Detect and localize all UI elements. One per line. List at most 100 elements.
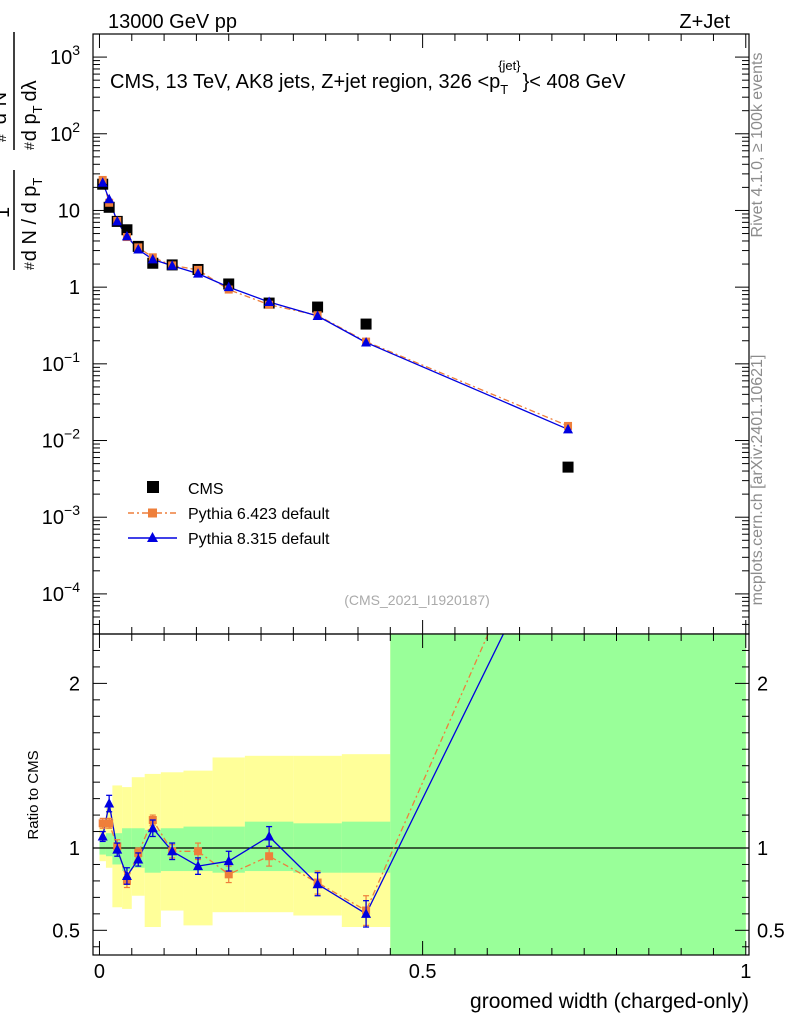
ratio-y-tick-label-right: 2 [757, 673, 768, 695]
main-y-tick-base: 10 [42, 354, 64, 376]
ylabel2-num-d: d [0, 113, 11, 124]
ratio-y-tick-label-left: 1 [69, 838, 80, 860]
pythia6-line [102, 179, 569, 427]
main-y-tick-label: 1 [69, 277, 80, 299]
ylabel2-den: d p [19, 113, 41, 141]
header-process-label: Z+Jet [679, 11, 730, 33]
main-y-tick-base: 10 [50, 47, 72, 69]
ylabel2-den-hash: # [21, 142, 37, 150]
ylabel2-num-sup: 2 [0, 106, 1, 113]
title-prefix: CMS, 13 TeV, AK8 jets, Z+jet region, 326… [110, 71, 489, 93]
svg-text:#d2N: # d2N [0, 92, 11, 142]
cms-point [121, 224, 133, 236]
main-y-tick-exp: −3 [64, 502, 80, 518]
x-axis-label: groomed width (charged-only) [470, 990, 749, 1013]
ratio-y-tick-label-right: 0.5 [757, 920, 785, 942]
legend-marker-cms [147, 481, 159, 493]
title-sub: T [500, 82, 508, 97]
ratio-plot-area: 0.5 0.5 1 1 2 2 0 0.5 1 [52, 633, 785, 983]
main-y-tick-base: 10 [42, 431, 64, 453]
legend: CMS Pythia 6.423 default Pythia 8.315 de… [128, 481, 330, 548]
x-tick-label: 0.5 [409, 961, 437, 983]
pythia8-point [121, 230, 132, 241]
cms-point [360, 318, 372, 330]
ylabel2-num: N [0, 92, 11, 106]
ratio-pythia8-point [121, 870, 132, 880]
main-y-tick-label: 10−2 [42, 426, 80, 453]
ratio-pythia8-point [223, 855, 234, 866]
ratio-pythia6-point [224, 870, 233, 879]
ratio-frame [92, 633, 750, 956]
ratio-band-inner [341, 821, 391, 873]
pythia8-line [102, 182, 569, 430]
cms-point [312, 301, 324, 313]
ratio-band-inner [390, 634, 746, 955]
ratio-pythia6-point [265, 852, 274, 861]
pythia8-point [112, 215, 123, 226]
pythia8-point [264, 296, 275, 307]
mcplots-source-label: mcplots.cern.ch [arXiv:2401.10621] [749, 355, 766, 606]
main-y-tick-exp: −1 [64, 349, 80, 365]
ratio-pythia8-point [312, 878, 323, 889]
pythia8-point [167, 260, 178, 270]
plot-title: CMS, 13 TeV, AK8 jets, Z+jet region, 326… [110, 58, 626, 97]
ratio-pythia8-point [112, 844, 123, 854]
ratio-pythia8-point [264, 830, 275, 841]
ratio-band-inner [122, 828, 132, 872]
ylabel-num: 1 [0, 207, 14, 218]
legend-label-cms: CMS [188, 481, 224, 498]
svg-text:#d N / d pT: #d N / d pT [19, 178, 45, 270]
main-y-tick-exp: −4 [64, 579, 80, 595]
ratio-pythia6-point [98, 819, 107, 828]
x-tick-label: 0 [94, 961, 105, 983]
title-sup: {jet} [498, 58, 521, 73]
ratio-band-inner [105, 833, 113, 857]
legend-marker-pythia8 [147, 532, 158, 542]
legend-label-pythia6: Pythia 6.423 default [188, 506, 330, 523]
pythia8-point [147, 253, 158, 264]
legend-label-pythia8: Pythia 8.315 default [188, 531, 330, 548]
ratio-pythia6-point [105, 819, 114, 828]
main-y-tick-base: 10 [42, 584, 64, 606]
ylabel2-num-hash: # [0, 134, 9, 142]
title-p: p [489, 71, 500, 93]
svg-text:#d pTdλ: #d pTdλ [19, 80, 45, 150]
ratio-pythia8-point [147, 822, 158, 833]
main-y-axis-label: #d N / d pT 1 #d pTdλ #d2N [0, 32, 45, 270]
main-y-tick-label: 10−1 [42, 349, 80, 376]
ylabel-den-sub: T [30, 178, 45, 186]
legend-marker-pythia6 [148, 508, 157, 518]
ratio-pythia8-point [97, 830, 108, 841]
ratio-y-tick-label-left: 2 [69, 673, 80, 695]
main-y-tick-label: 10−3 [42, 502, 80, 529]
pythia8-point [223, 281, 234, 292]
ylabel-den: d N / d p [19, 186, 41, 262]
pythia8-point [97, 177, 108, 187]
ratio-y-tick-label-right: 1 [757, 838, 768, 860]
ratio-pythia6-point [194, 847, 203, 856]
header-energy-label: 13000 GeV pp [108, 11, 237, 33]
main-y-tick-exp: 2 [72, 119, 80, 135]
analysis-watermark: (CMS_2021_I1920187) [344, 592, 490, 608]
pythia8-point [312, 310, 323, 321]
pythia8-point [563, 423, 574, 434]
cms-point [103, 201, 115, 213]
ylabel2-den-tail: dλ [19, 80, 41, 101]
ratio-curves [97, 634, 505, 928]
main-y-tick-label: 103 [50, 42, 80, 69]
main-y-tick-exp: 3 [72, 42, 80, 58]
main-y-tick-base: 10 [42, 507, 64, 529]
pythia8-point [361, 336, 372, 347]
ylabel-den-hash: # [21, 262, 37, 270]
pythia8-point [133, 243, 144, 254]
main-y-tick-base: 10 [50, 124, 72, 146]
ratio-pythia8-point [133, 854, 144, 864]
main-y-tick-label: 102 [50, 119, 80, 146]
pythia8-point [193, 268, 204, 278]
ratio-y-tick-label-left: 0.5 [52, 920, 80, 942]
ratio-band-inner [144, 829, 161, 873]
ratio-y-axis-label: Ratio to CMS [25, 750, 42, 839]
main-y-tick-exp: −2 [64, 426, 80, 442]
